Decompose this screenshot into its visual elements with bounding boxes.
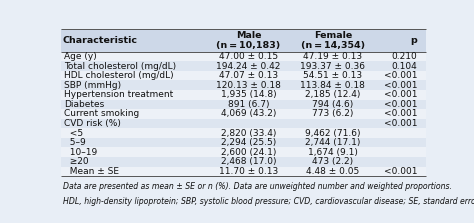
Text: 54.51 ± 0.13: 54.51 ± 0.13: [303, 71, 363, 80]
Bar: [61, 90, 426, 99]
Text: 194.24 ± 0.42: 194.24 ± 0.42: [216, 62, 281, 70]
Text: 473 (2.2): 473 (2.2): [312, 157, 354, 166]
Bar: [61, 71, 426, 80]
Text: 4.48 ± 0.05: 4.48 ± 0.05: [306, 167, 360, 176]
Text: 4,069 (43.2): 4,069 (43.2): [221, 109, 276, 118]
Text: 47.00 ± 0.15: 47.00 ± 0.15: [219, 52, 278, 61]
Text: Data are presented as mean ± SE or n (%). Data are unweighted number and weighte: Data are presented as mean ± SE or n (%)…: [63, 182, 452, 191]
Bar: [61, 80, 426, 90]
Bar: [61, 29, 426, 52]
Text: <0.001: <0.001: [384, 167, 418, 176]
Text: <0.001: <0.001: [384, 90, 418, 99]
Text: Total cholesterol (mg/dL): Total cholesterol (mg/dL): [64, 62, 176, 70]
Text: 11.70 ± 0.13: 11.70 ± 0.13: [219, 167, 278, 176]
Bar: [61, 61, 426, 71]
Text: <0.001: <0.001: [384, 109, 418, 118]
Bar: [61, 128, 426, 138]
Text: <0.001: <0.001: [384, 81, 418, 90]
Text: Characteristic: Characteristic: [63, 36, 138, 45]
Text: HDL cholesterol (mg/dL): HDL cholesterol (mg/dL): [64, 71, 173, 80]
Bar: [61, 109, 426, 119]
Bar: [61, 157, 426, 167]
Text: Current smoking: Current smoking: [64, 109, 139, 118]
Text: 120.13 ± 0.18: 120.13 ± 0.18: [216, 81, 281, 90]
Text: 10–19: 10–19: [64, 148, 97, 157]
Text: 9,462 (71.6): 9,462 (71.6): [305, 128, 361, 138]
Text: Female
(n = 14,354): Female (n = 14,354): [301, 31, 365, 50]
Bar: [61, 119, 426, 128]
Bar: [61, 138, 426, 147]
Text: <0.001: <0.001: [384, 100, 418, 109]
Text: 2,820 (33.4): 2,820 (33.4): [221, 128, 276, 138]
Text: Diabetes: Diabetes: [64, 100, 104, 109]
Text: 2,294 (25.5): 2,294 (25.5): [221, 138, 276, 147]
Text: 5–9: 5–9: [64, 138, 85, 147]
Text: 0.104: 0.104: [392, 62, 418, 70]
Text: 794 (4.6): 794 (4.6): [312, 100, 354, 109]
Text: 47.19 ± 0.13: 47.19 ± 0.13: [303, 52, 363, 61]
Text: p: p: [410, 36, 418, 45]
Bar: [61, 147, 426, 157]
Text: 47.07 ± 0.13: 47.07 ± 0.13: [219, 71, 278, 80]
Text: CVD risk (%): CVD risk (%): [64, 119, 120, 128]
Bar: [61, 99, 426, 109]
Text: 1,935 (14.8): 1,935 (14.8): [220, 90, 276, 99]
Text: 891 (6.7): 891 (6.7): [228, 100, 269, 109]
Text: <5: <5: [64, 128, 83, 138]
Text: 193.37 ± 0.36: 193.37 ± 0.36: [301, 62, 365, 70]
Bar: [61, 167, 426, 176]
Text: 2,185 (12.4): 2,185 (12.4): [305, 90, 361, 99]
Text: 2,600 (24.1): 2,600 (24.1): [221, 148, 276, 157]
Text: Age (y): Age (y): [64, 52, 96, 61]
Text: Hypertension treatment: Hypertension treatment: [64, 90, 173, 99]
Text: Mean ± SE: Mean ± SE: [64, 167, 118, 176]
Bar: [61, 52, 426, 61]
Text: 2,744 (17.1): 2,744 (17.1): [305, 138, 361, 147]
Text: ≥20: ≥20: [64, 157, 88, 166]
Text: <0.001: <0.001: [384, 71, 418, 80]
Text: SBP (mmHg): SBP (mmHg): [64, 81, 121, 90]
Text: 773 (6.2): 773 (6.2): [312, 109, 354, 118]
Text: 2,468 (17.0): 2,468 (17.0): [221, 157, 276, 166]
Text: 1,674 (9.1): 1,674 (9.1): [308, 148, 358, 157]
Text: 113.84 ± 0.18: 113.84 ± 0.18: [301, 81, 365, 90]
Text: 0.210: 0.210: [392, 52, 418, 61]
Text: <0.001: <0.001: [384, 119, 418, 128]
Text: Male
(n = 10,183): Male (n = 10,183): [216, 31, 281, 50]
Text: HDL, high-density lipoprotein; SBP, systolic blood pressure; CVD, cardiovascular: HDL, high-density lipoprotein; SBP, syst…: [63, 197, 474, 206]
